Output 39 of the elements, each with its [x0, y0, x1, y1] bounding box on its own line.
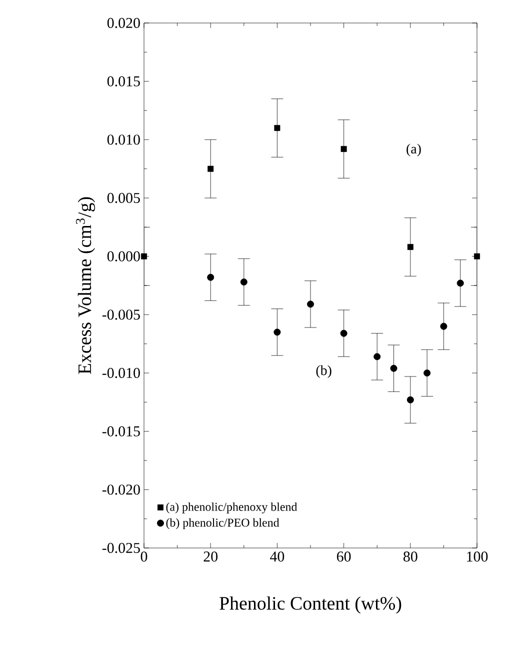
- y-tick-label: -0.020: [102, 484, 140, 495]
- y-tick-label: 0.010: [107, 134, 140, 145]
- legend-label: (b) phenolic/PEO blend: [166, 518, 280, 530]
- y-tick-label: 0.020: [107, 18, 140, 28]
- point: [407, 244, 414, 250]
- x-tick-label: 60: [336, 552, 351, 562]
- x-axis-title: Phenolic Content (wt%): [220, 596, 402, 614]
- x-tick-label: 20: [204, 552, 218, 562]
- point: [456, 280, 464, 287]
- point: [141, 253, 147, 260]
- y-tick-label: 0.000: [107, 251, 140, 262]
- point: [474, 253, 480, 260]
- point: [207, 274, 214, 281]
- y-tick-label: -0.010: [102, 368, 140, 378]
- point: [390, 364, 398, 372]
- point: [340, 146, 347, 152]
- point: [340, 330, 348, 337]
- point: [274, 125, 280, 131]
- point: [307, 300, 314, 308]
- x-tick-label: 100: [467, 552, 488, 562]
- x-tick-label: 0: [140, 552, 148, 562]
- y-tick-label: -0.015: [102, 426, 140, 436]
- point: [240, 278, 248, 286]
- annotation: (a): [406, 144, 421, 156]
- point: [440, 322, 448, 330]
- point: [274, 328, 281, 336]
- y-tick-label: 0.015: [107, 76, 140, 86]
- annotation: (b): [316, 365, 332, 378]
- y-axis-title: Excess Volume (cm$^{3}$/g): [76, 197, 96, 374]
- y-tick-label: 0.005: [107, 192, 140, 204]
- point: [208, 166, 214, 172]
- y-tick-label: -0.025: [102, 542, 140, 554]
- x-tick-label: 40: [270, 552, 284, 562]
- x-tick-label: 80: [403, 552, 418, 562]
- point: [424, 370, 431, 376]
- point: [374, 353, 381, 360]
- point: [406, 396, 414, 404]
- legend-label: (a) phenolic/phenoxy blend: [166, 502, 298, 514]
- y-tick-label: -0.005: [102, 310, 140, 320]
